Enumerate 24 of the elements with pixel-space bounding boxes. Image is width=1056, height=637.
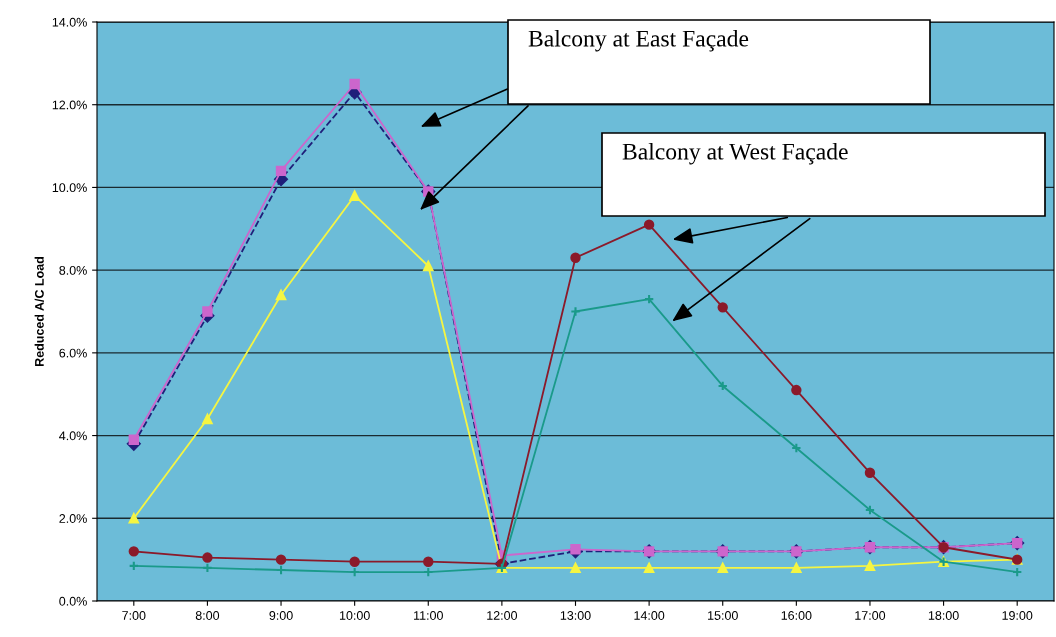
x-tick-label: 8:00 xyxy=(195,611,220,620)
x-tick-label: 19:00 xyxy=(1002,611,1033,620)
x-tick-label: 9:00 xyxy=(269,611,293,620)
x-tick-label: 10:00 xyxy=(339,611,370,620)
x-tick-label: 18:00 xyxy=(928,611,959,620)
x-tick-label: 16:00 xyxy=(781,611,812,620)
y-tick-label: 4.0% xyxy=(59,431,87,441)
x-tick-label: 11:00 xyxy=(414,611,443,620)
y-tick-label: 10.0% xyxy=(52,183,87,193)
x-tick-label: 15:00 xyxy=(708,611,738,620)
x-tick-label: 13:00 xyxy=(560,611,591,620)
y-tick-label: 12.0% xyxy=(52,100,87,110)
x-tick-label: 12:00 xyxy=(487,611,518,620)
annotation: Balcony at East Façade xyxy=(528,30,749,52)
y-axis-title: Reduced A/C Load xyxy=(34,256,44,366)
y-tick-label: 6.0% xyxy=(59,348,87,358)
x-tick-label: 14:00 xyxy=(634,611,665,620)
x-tick-label: 17:00 xyxy=(855,611,886,620)
x-tick-label: 7:00 xyxy=(122,611,146,620)
y-tick-label: 2.0% xyxy=(59,514,87,523)
annotation: Balcony at West Façade xyxy=(622,143,848,165)
y-tick-label: 8.0% xyxy=(59,265,87,275)
y-tick-label: 14.0% xyxy=(52,17,87,27)
y-tick-label: 0.0% xyxy=(59,596,87,606)
